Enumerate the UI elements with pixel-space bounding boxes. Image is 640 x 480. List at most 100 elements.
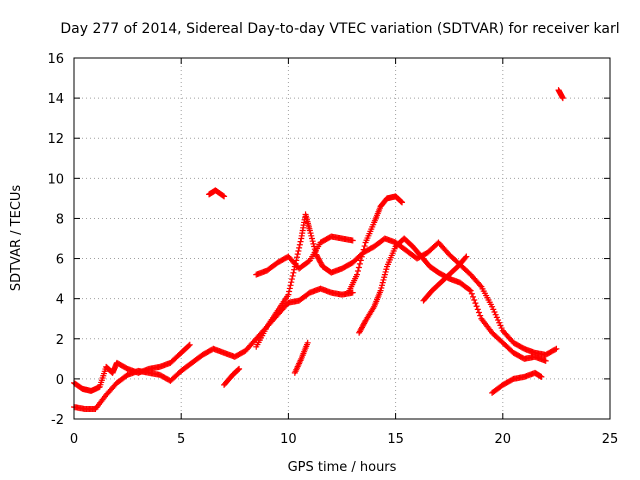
data-point <box>468 290 475 297</box>
data-point <box>552 346 559 353</box>
data-point <box>559 95 566 102</box>
data-series <box>71 285 356 412</box>
data-point <box>359 250 366 257</box>
data-point <box>293 257 300 264</box>
y-tick-label: 12 <box>47 132 64 147</box>
data-point <box>349 237 356 244</box>
x-tick-label: 25 <box>602 432 619 447</box>
data-series <box>221 365 243 388</box>
data-point <box>467 287 474 294</box>
data-point <box>498 325 505 332</box>
data-point <box>311 243 318 250</box>
x-tick-label: 15 <box>387 432 404 447</box>
y-tick-label: 10 <box>47 172 64 187</box>
data-point <box>291 263 298 270</box>
data-point <box>489 303 496 310</box>
x-tick-label: 0 <box>70 432 78 447</box>
data-point <box>312 248 319 255</box>
data-point <box>360 246 367 253</box>
data-point <box>292 260 299 267</box>
data-point <box>307 230 314 237</box>
data-layer <box>71 87 566 412</box>
y-tick-label: -2 <box>51 413 64 428</box>
data-point <box>477 282 484 289</box>
data-point <box>357 257 364 264</box>
data-point <box>185 342 192 349</box>
data-point <box>383 266 390 273</box>
data-point <box>355 264 362 271</box>
data-point <box>377 287 384 294</box>
data-point <box>466 286 473 293</box>
x-tick-label: 10 <box>280 432 297 447</box>
data-point <box>472 300 479 307</box>
data-point <box>310 240 317 247</box>
data-point <box>354 271 361 278</box>
data-point <box>381 274 388 281</box>
data-series <box>253 211 560 358</box>
data-series <box>291 339 311 376</box>
x-axis-label: GPS time / hours <box>288 460 397 475</box>
y-axis-label: SDTVAR / TECUs <box>9 185 24 292</box>
x-tick-label: 20 <box>495 432 512 447</box>
data-point <box>490 306 497 313</box>
data-series <box>206 187 228 200</box>
data-point <box>473 303 480 310</box>
data-point <box>361 243 368 250</box>
data-point <box>491 309 498 316</box>
data-point <box>286 285 293 292</box>
data-point <box>358 253 365 260</box>
data-point <box>220 192 227 199</box>
data-point <box>399 199 406 206</box>
data-point <box>462 254 469 261</box>
data-point <box>463 253 470 260</box>
data-point <box>293 254 300 261</box>
data-point <box>221 193 228 200</box>
data-point <box>304 339 311 346</box>
data-point <box>493 314 500 321</box>
data-point <box>285 291 292 298</box>
data-series <box>71 341 193 394</box>
data-point <box>356 260 363 267</box>
data-point <box>286 288 293 295</box>
data-point <box>378 284 385 291</box>
data-point <box>290 269 297 276</box>
data-point <box>186 341 193 348</box>
data-point <box>295 247 302 254</box>
data-point <box>296 241 303 248</box>
data-point <box>288 279 295 286</box>
data-point <box>474 306 481 313</box>
data-point <box>379 282 386 289</box>
y-tick-label: 6 <box>56 253 64 268</box>
data-series <box>489 369 545 396</box>
data-point <box>379 279 386 286</box>
data-series <box>356 235 549 364</box>
y-tick-label: 8 <box>56 212 64 227</box>
y-tick-label: 16 <box>47 52 64 67</box>
data-point <box>289 272 296 279</box>
data-point <box>291 266 298 273</box>
data-point <box>382 268 389 275</box>
data-point <box>495 317 502 324</box>
data-point <box>553 345 560 352</box>
data-point <box>308 235 315 242</box>
data-point <box>497 322 504 329</box>
grid-layer <box>74 58 610 419</box>
data-point <box>297 238 304 245</box>
chart-title: Day 277 of 2014, Sidereal Day-to-day VTE… <box>60 21 619 37</box>
data-point <box>308 232 315 239</box>
data-point <box>398 198 405 205</box>
data-point <box>492 311 499 318</box>
y-tick-label: 0 <box>56 373 64 388</box>
data-point <box>354 268 361 275</box>
x-tick-label: 5 <box>177 432 185 447</box>
data-series <box>420 253 470 304</box>
data-point <box>311 246 318 253</box>
data-point <box>294 251 301 258</box>
data-point <box>496 319 503 326</box>
data-point <box>538 373 545 380</box>
y-tick-label: 2 <box>56 333 64 348</box>
data-point <box>296 244 303 251</box>
data-series <box>555 87 566 102</box>
data-point <box>471 297 478 304</box>
